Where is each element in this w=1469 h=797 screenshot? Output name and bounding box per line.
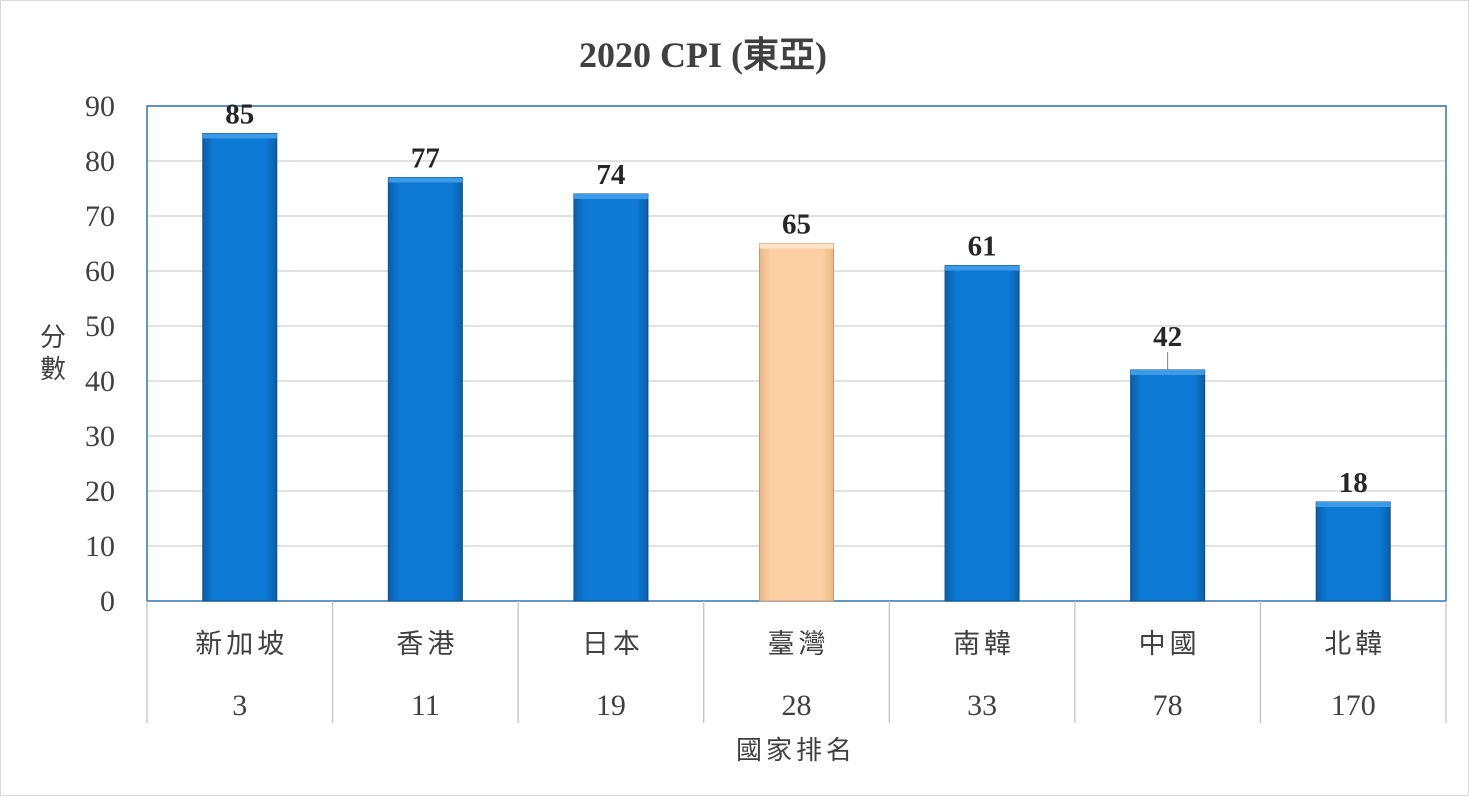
bar-highlight-edge: [759, 243, 834, 249]
category-label: 臺灣: [768, 629, 830, 660]
rank-label: 170: [1331, 689, 1376, 722]
bar-7: [1315, 501, 1391, 602]
category-label: 新加坡: [195, 629, 288, 660]
rank-label: 78: [1153, 689, 1183, 722]
rank-label: 11: [411, 689, 440, 722]
x-axis-title: 國家排名: [736, 736, 856, 766]
y-tick-label: 90: [85, 90, 115, 123]
category-label: 中國: [1139, 629, 1201, 660]
data-label: 74: [596, 159, 625, 191]
y-tick-label: 0: [100, 585, 115, 618]
y-axis-title-char: 數: [40, 355, 66, 385]
y-tick-label: 80: [85, 145, 115, 178]
category-label: 日本: [582, 629, 644, 660]
data-label: 61: [968, 231, 997, 263]
data-label: 65: [782, 209, 811, 241]
rank-label: 33: [967, 689, 997, 722]
y-tick-label: 50: [85, 310, 115, 343]
bar-6: [1130, 369, 1206, 602]
rank-label: 19: [596, 689, 626, 722]
y-tick-label: 20: [85, 475, 115, 508]
data-label: 18: [1339, 467, 1368, 499]
bar-5: [944, 265, 1020, 602]
category-label: 香港: [396, 629, 458, 660]
bar-highlight-edge: [1130, 370, 1205, 375]
y-tick-label: 40: [85, 365, 115, 398]
category-label: 南韓: [953, 629, 1015, 660]
x-axis-categories: 新加坡 3 香港 11 日本 19 臺灣 28 南韓 33 中國 78 北韓 170: [146, 601, 1447, 723]
y-axis-ticks: 0 10 20 30 40 50 60 70 80 90: [85, 90, 115, 618]
rank-label: 28: [782, 689, 812, 722]
bar-4: [759, 243, 834, 602]
bar-highlight-edge: [388, 177, 463, 183]
bar-highlight-edge: [573, 194, 648, 199]
chart-title: 2020 CPI (東亞): [579, 35, 827, 75]
rank-label: 3: [232, 689, 247, 722]
y-axis-title: 分數: [40, 323, 66, 385]
y-axis-title-char: 分: [40, 323, 66, 353]
data-label: 42: [1153, 321, 1182, 353]
bar-3: [573, 193, 649, 602]
bar-highlight-edge: [1316, 502, 1391, 507]
y-tick-label: 60: [85, 255, 115, 288]
data-label: 85: [225, 99, 254, 131]
bar-highlight-edge: [945, 265, 1020, 271]
bars: 85 77 74 65 61 42 18: [202, 99, 1391, 602]
data-label: 77: [411, 143, 440, 175]
y-tick-label: 30: [85, 420, 115, 453]
y-tick-label: 10: [85, 530, 115, 563]
y-tick-label: 70: [85, 200, 115, 233]
bar-1: [202, 133, 278, 602]
bar-highlight-edge: [202, 133, 277, 139]
category-label: 北韓: [1324, 629, 1386, 660]
bar-2: [387, 177, 463, 602]
